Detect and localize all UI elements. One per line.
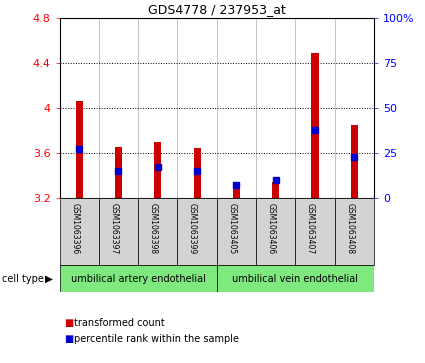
- Bar: [335, 198, 374, 265]
- Text: cell type: cell type: [2, 274, 44, 284]
- Text: transformed count: transformed count: [74, 318, 165, 328]
- Bar: [60, 265, 217, 292]
- Bar: [217, 265, 374, 292]
- Text: GSM1063408: GSM1063408: [346, 203, 354, 254]
- Bar: [76, 101, 83, 198]
- Text: GSM1063406: GSM1063406: [267, 203, 276, 254]
- Bar: [351, 125, 358, 198]
- Bar: [295, 198, 335, 265]
- Bar: [99, 198, 138, 265]
- Bar: [233, 183, 240, 198]
- Text: percentile rank within the sample: percentile rank within the sample: [74, 334, 239, 344]
- Bar: [115, 147, 122, 198]
- Bar: [138, 198, 178, 265]
- Bar: [154, 142, 162, 198]
- Bar: [272, 182, 279, 198]
- Bar: [256, 198, 295, 265]
- Text: GSM1063399: GSM1063399: [188, 203, 197, 254]
- Bar: [217, 198, 256, 265]
- Bar: [60, 198, 99, 265]
- Text: GSM1063397: GSM1063397: [110, 203, 119, 254]
- Bar: [312, 53, 319, 198]
- Text: ■: ■: [64, 318, 73, 328]
- Text: GSM1063396: GSM1063396: [70, 203, 79, 254]
- Text: ▶: ▶: [45, 274, 53, 284]
- Text: umbilical vein endothelial: umbilical vein endothelial: [232, 274, 358, 284]
- Title: GDS4778 / 237953_at: GDS4778 / 237953_at: [148, 3, 286, 16]
- Text: ■: ■: [64, 334, 73, 344]
- Bar: [193, 148, 201, 198]
- Text: GSM1063398: GSM1063398: [149, 203, 158, 254]
- Text: GSM1063405: GSM1063405: [227, 203, 236, 254]
- Text: GSM1063407: GSM1063407: [306, 203, 315, 254]
- Bar: [178, 198, 217, 265]
- Text: umbilical artery endothelial: umbilical artery endothelial: [71, 274, 206, 284]
